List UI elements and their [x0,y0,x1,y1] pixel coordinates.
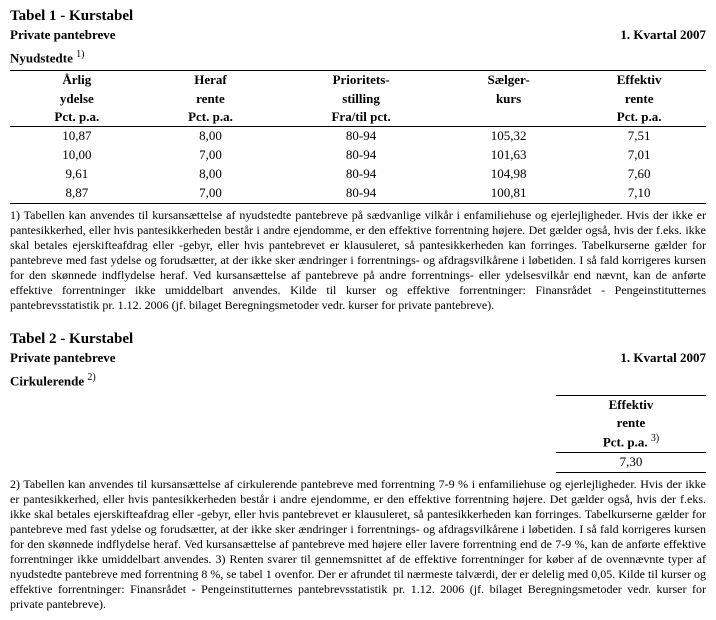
th: Heraf [144,71,278,90]
cell: 80-94 [277,146,445,165]
th: stilling [277,90,445,108]
cell: 8,87 [10,184,144,203]
th: rente [572,90,706,108]
th: Pct. p.a. [10,108,144,127]
th: Pct. p.a. 3) [556,432,706,452]
cell: 80-94 [277,184,445,203]
cell: 8,00 [144,127,278,146]
cell: 7,51 [572,127,706,146]
cell: 80-94 [277,127,445,146]
tabel1-section-text: Nyudstedte [10,50,73,65]
cell: 10,87 [10,127,144,146]
th: Fra/til pct. [277,108,445,127]
cell: 10,00 [10,146,144,165]
table-row: 10,87 8,00 80-94 105,32 7,51 [10,127,706,146]
tabel2-heading: Tabel 2 - Kurstabel [10,331,133,348]
tabel2-section: Cirkulerende 2) [10,372,706,389]
cell: 7,30 [556,453,706,473]
cell: 104,98 [445,165,572,184]
tabel1-block: Tabel 1 - Kurstabel Private pantebreve 1… [10,8,706,313]
cell: 100,81 [445,184,572,203]
th: Pct. p.a. [144,108,278,127]
th: kurs [445,90,572,108]
tabel1-section: Nyudstedte 1) [10,49,706,66]
th: Prioritets- [277,71,445,90]
cell: 7,10 [572,184,706,203]
tabel2-footnote: 2) Tabellen kan anvendes til kursansætte… [10,477,706,612]
cell: 101,63 [445,146,572,165]
cell: 105,32 [445,127,572,146]
cell: 80-94 [277,165,445,184]
th: Pct. p.a. [572,108,706,127]
cell: 9,61 [10,165,144,184]
cell: 7,00 [144,184,278,203]
table-row: 10,00 7,00 80-94 101,63 7,01 [10,146,706,165]
th [445,108,572,127]
cell: 7,00 [144,146,278,165]
tabel2-period: 1. Kvartal 2007 [620,350,706,366]
cell: 7,01 [572,146,706,165]
cell: 8,00 [144,165,278,184]
tabel2-section-text: Cirkulerende [10,373,84,388]
tabel2-table: Effektiv rente Pct. p.a. 3) 7,30 [556,395,706,473]
tabel1-section-sup: 1) [76,49,84,60]
tabel2-subtitle: Private pantebreve [10,350,116,366]
th-text: Pct. p.a. [603,435,648,450]
th: rente [144,90,278,108]
th: Årlig [10,71,144,90]
th: ydelse [10,90,144,108]
table-row: 7,30 [556,453,706,473]
tabel2-section-sup: 2) [87,372,95,383]
tabel1-period: 1. Kvartal 2007 [620,27,706,43]
cell: 7,60 [572,165,706,184]
tabel2-block: Tabel 2 - Kurstabel Private pantebreve 1… [10,331,706,612]
tabel1-heading: Tabel 1 - Kurstabel [10,8,133,25]
th-sup: 3) [651,433,659,444]
th: Effektiv [556,395,706,414]
th: Effektiv [572,71,706,90]
tabel1-table: Årlig Heraf Prioritets- Sælger- Effektiv… [10,70,706,203]
table-row: 8,87 7,00 80-94 100,81 7,10 [10,184,706,203]
th: rente [556,414,706,432]
table-row: 9,61 8,00 80-94 104,98 7,60 [10,165,706,184]
tabel1-subtitle: Private pantebreve [10,27,116,43]
tabel1-footnote: 1) Tabellen kan anvendes til kursansætte… [10,208,706,313]
th: Sælger- [445,71,572,90]
